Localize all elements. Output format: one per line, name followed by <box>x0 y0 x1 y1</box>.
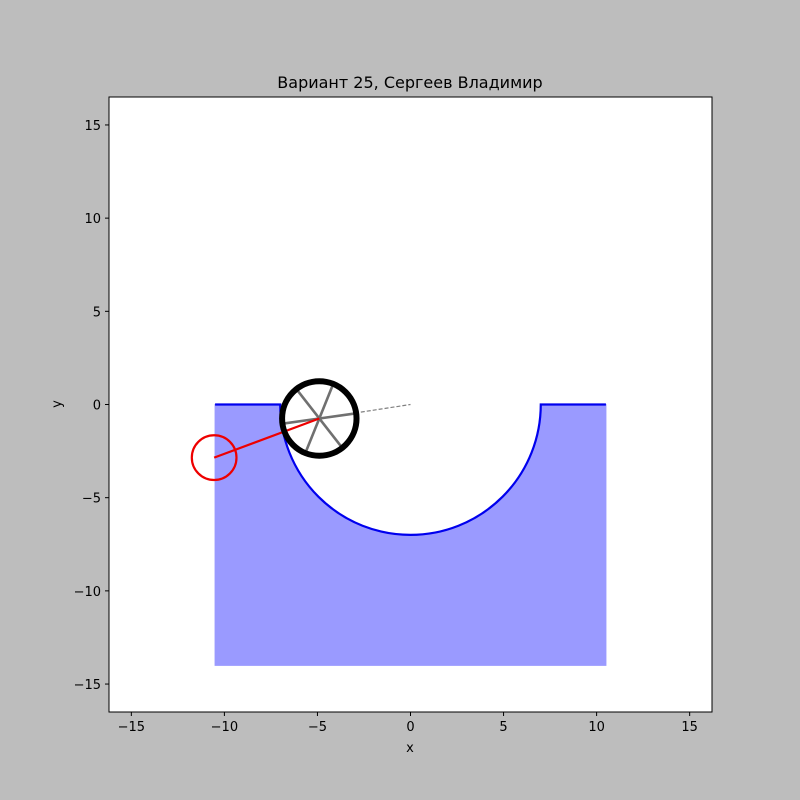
x-tick-label: 10 <box>588 720 605 735</box>
plot-area <box>190 378 607 666</box>
x-tick-label: 0 <box>406 720 414 735</box>
y-tick-label: −15 <box>74 678 101 693</box>
x-tick-label: 5 <box>499 720 507 735</box>
x-axis-label: x <box>406 741 414 756</box>
pendulum-bob <box>190 434 238 482</box>
chart-title: Вариант 25, Сергеев Владимир <box>277 73 542 92</box>
y-tick-label: −5 <box>82 492 101 507</box>
pendulum-rod <box>213 417 320 459</box>
wheel-spoke <box>304 417 321 454</box>
x-tick-label: −15 <box>118 720 145 735</box>
y-tick-label: −10 <box>74 585 101 600</box>
y-tick-label: 0 <box>93 399 101 414</box>
y-tick-label: 15 <box>84 119 101 134</box>
ground-outline <box>215 403 606 537</box>
x-tick-label: −10 <box>211 720 238 735</box>
ticks: −15 −10 −5 0 5 10 15 −15 −10 −5 0 5 10 15 <box>74 119 698 735</box>
y-tick-label: 5 <box>93 305 101 320</box>
wheel-spoke <box>295 388 321 420</box>
x-tick-label: 15 <box>681 720 698 735</box>
wheel-rim <box>279 378 360 459</box>
wheel-spoke <box>282 417 320 425</box>
y-tick-label: 10 <box>84 212 101 227</box>
wheel-spoke <box>318 383 335 419</box>
wheel-spoke <box>318 417 344 449</box>
y-axis-label: y <box>50 400 65 408</box>
wheel-spoke <box>319 412 357 420</box>
x-tick-label: −5 <box>308 720 327 735</box>
